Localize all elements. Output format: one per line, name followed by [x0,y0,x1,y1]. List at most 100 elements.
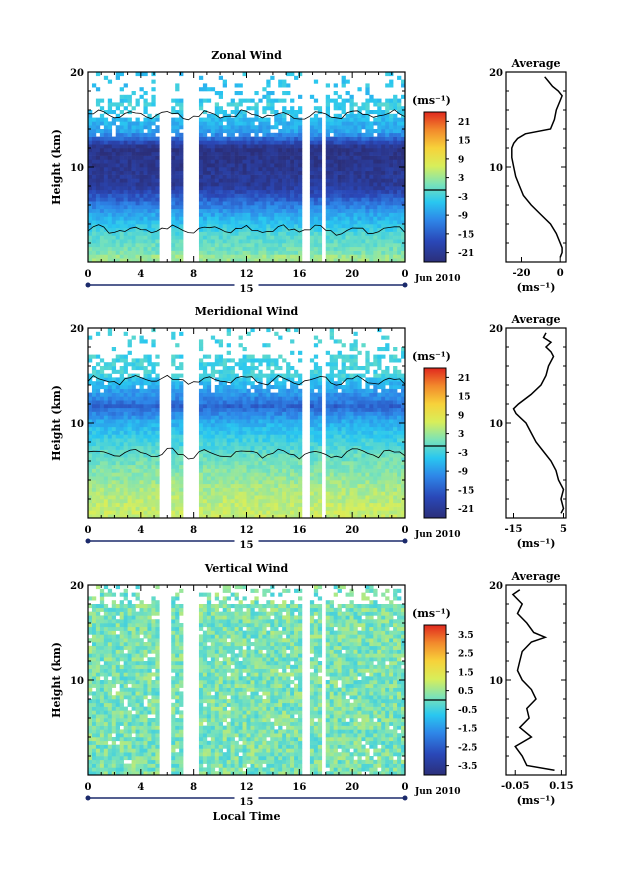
heatmap-cell [222,144,227,149]
heatmap-cell [246,205,251,210]
heatmap-cell [234,197,239,202]
heatmap-cell [155,438,160,443]
heatmap-cell [397,415,402,420]
heatmap-cell [365,220,370,225]
heatmap-cell [294,426,299,431]
heatmap-cell [262,125,267,130]
heatmap-cell [365,243,370,248]
heatmap-cell [397,216,402,221]
heatmap-cell [313,144,319,149]
heatmap-cell [258,430,263,435]
heatmap-cell [309,132,315,137]
heatmap-cell [131,151,136,156]
heatmap-cell [294,212,299,217]
heatmap-cell [230,445,235,450]
heatmap-cell [393,208,398,213]
heatmap-cell [214,102,220,107]
heatmap-cell [397,442,402,447]
heatmap-cell [226,243,231,248]
heatmap-cell [298,140,303,145]
heatmap-cell [202,514,208,519]
heatmap-cell [91,419,97,424]
heatmap-cell [393,472,398,477]
heatmap-cell [242,163,247,168]
heatmap-cell [143,178,148,183]
heatmap-cell [294,75,299,80]
heatmap-cell [246,419,251,424]
heatmap-cell [294,155,299,160]
heatmap-cell [278,426,283,431]
heatmap-cell [373,208,378,213]
heatmap-cell [103,163,109,168]
heatmap-cell [234,254,239,259]
heatmap-cell [143,117,148,122]
heatmap-cell [317,106,323,111]
heatmap-cell [401,110,406,115]
heatmap-cell [111,136,117,141]
heatmap-cell [135,445,140,450]
heatmap-cell [242,205,247,210]
heatmap-cell [294,483,299,488]
heatmap-cell [294,499,299,504]
heatmap-cell [95,163,101,168]
heatmap-cell [234,186,239,191]
heatmap-cell [258,419,263,424]
heatmap-cell [230,423,235,428]
heatmap-cell [401,79,406,84]
heatmap-cell [143,491,148,496]
heatmap-cell [214,434,220,439]
heatmap-cell [270,163,275,168]
heatmap-cell [115,457,120,462]
heatmap-cell [373,155,378,160]
heatmap-cell [147,174,152,179]
heatmap-cell [238,170,243,175]
heatmap-cell [242,449,247,454]
heatmap-cell [294,113,299,118]
heatmap-cell [234,212,239,217]
heatmap-cell [111,235,117,240]
heatmap-cell [278,254,283,259]
heatmap-cell [290,140,295,145]
heatmap-cell [107,220,113,225]
heatmap-cell [393,434,398,439]
heatmap-cell [341,102,346,107]
colorbar-tick-label: 21 [458,118,471,128]
heatmap-cell [103,186,109,191]
heatmap-cell [135,72,140,77]
heatmap-cell [143,174,148,179]
heatmap-cell [210,144,216,149]
heatmap-cell [214,250,220,255]
heatmap-cell [198,132,204,137]
heatmap-cell [210,464,216,469]
heatmap-cell [317,121,323,126]
heatmap-cell [381,468,386,473]
heatmap-cell [258,98,263,103]
heatmap-cell [329,426,334,431]
heatmap-cell [317,423,323,428]
heatmap-cell [175,426,180,431]
heatmap-cell [127,132,132,137]
heatmap-cell [250,129,255,134]
heatmap-cell [337,457,342,462]
heatmap-cell [317,483,323,488]
heatmap-cell [123,487,128,492]
heatmap-cell [262,411,267,416]
heatmap-cell [369,453,374,458]
heatmap-cell [278,438,283,443]
heatmap-cell [246,438,251,443]
heatmap-cell [377,235,382,240]
heatmap-cell [317,506,323,511]
heatmap-cell [135,227,140,232]
heatmap-cell [175,186,180,191]
heatmap-cell [357,487,362,492]
heatmap-cell [282,129,287,134]
heatmap-cell [294,140,299,145]
heatmap-cell [135,98,140,103]
heatmap-cell [381,208,386,213]
heatmap-cell [175,254,180,259]
heatmap-cell [262,453,267,458]
heatmap-cell [127,419,132,424]
heatmap-cell [270,159,275,164]
heatmap-cell [286,419,291,424]
heatmap-cell [111,197,117,202]
